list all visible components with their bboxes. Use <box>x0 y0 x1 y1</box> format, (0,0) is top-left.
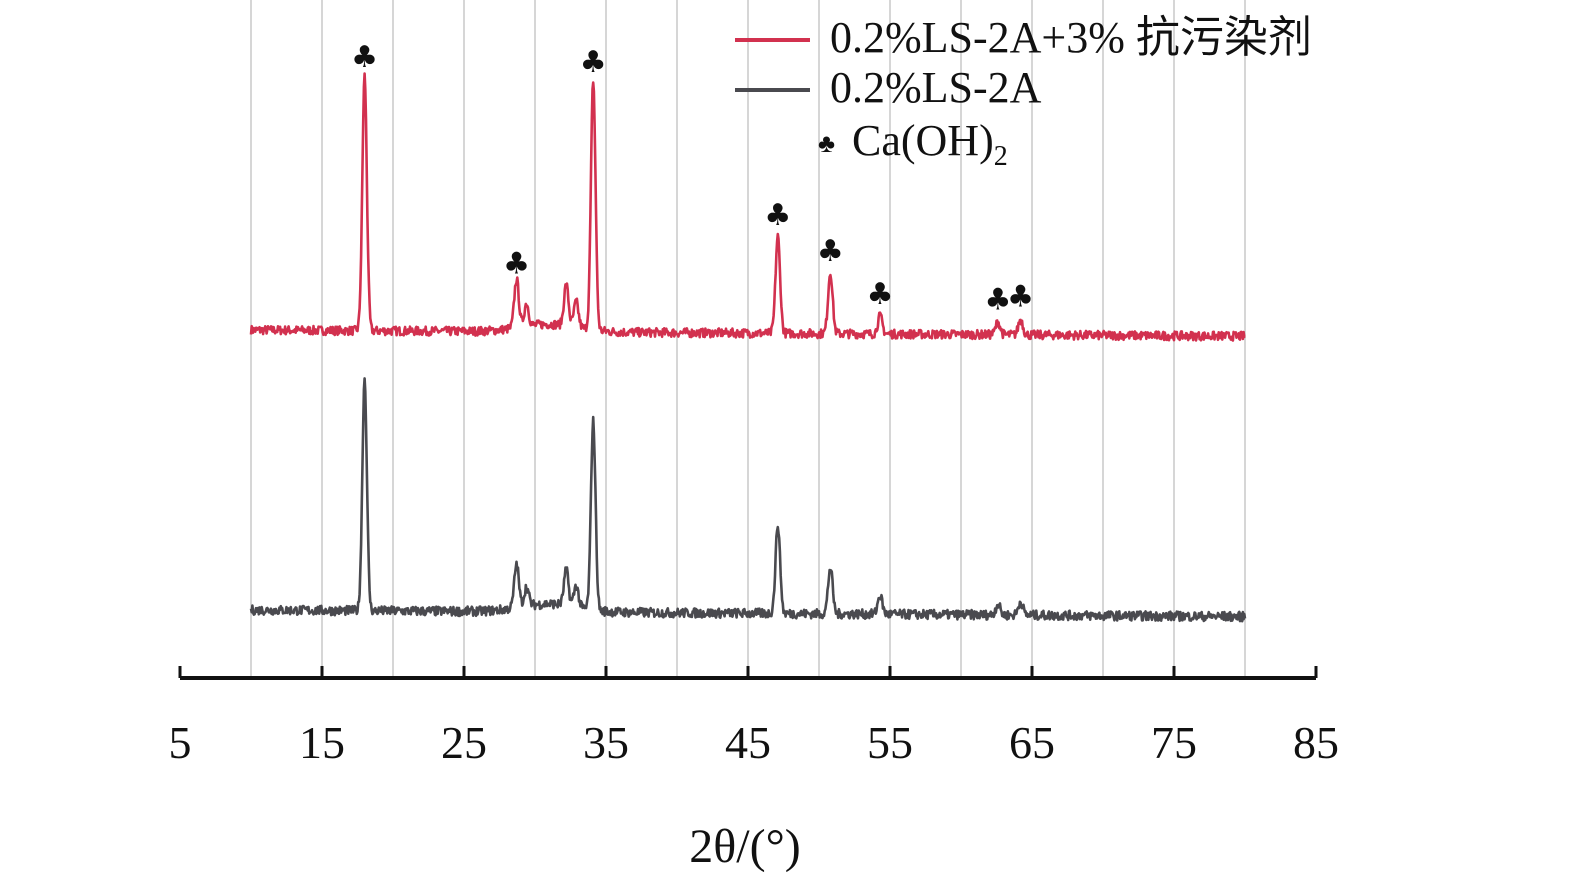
club-marker-icon: ♣ <box>580 45 607 80</box>
x-tick-label: 55 <box>867 717 913 768</box>
legend-label-phase: Ca(OH)2 <box>852 116 1008 172</box>
x-tick-label: 15 <box>299 717 345 768</box>
legend: 0.2%LS-2A+3% 抗污染剂 0.2%LS-2A ♣ Ca(OH)2 <box>735 13 1312 172</box>
x-tick-label: 35 <box>583 717 629 768</box>
legend-label-series-2: 0.2%LS-2A <box>830 63 1042 112</box>
x-tick-label: 85 <box>1293 717 1339 768</box>
x-tick-label: 75 <box>1151 717 1197 768</box>
series-line-1 <box>249 72 1246 342</box>
club-marker-icon: ♣ <box>503 247 530 282</box>
club-marker-icon: ♣ <box>764 198 791 233</box>
x-axis-title: 2θ/(°) <box>689 820 801 873</box>
x-tick-label: 45 <box>725 717 771 768</box>
series-layer <box>249 72 1247 623</box>
series-line-2 <box>249 377 1247 623</box>
legend-label-series-1: 0.2%LS-2A+3% 抗污染剂 <box>830 13 1312 62</box>
club-marker-icon: ♣ <box>984 282 1011 317</box>
club-symbol-icon: ♣ <box>818 129 835 158</box>
x-tick-label: 5 <box>169 717 192 768</box>
phase-label: Ca(OH) <box>852 116 994 165</box>
club-marker-icon: ♣ <box>351 40 378 75</box>
x-axis: 5 15 25 35 45 55 65 75 85 <box>169 666 1339 768</box>
phase-subscript: 2 <box>994 141 1008 172</box>
club-marker-icon: ♣ <box>817 234 844 269</box>
x-tick-label: 65 <box>1009 717 1055 768</box>
vertical-gridlines <box>250 0 1246 678</box>
club-marker-icon: ♣ <box>1007 280 1034 315</box>
club-marker-icon: ♣ <box>867 277 894 312</box>
x-tick-label: 25 <box>441 717 487 768</box>
phase-markers: ♣♣♣♣♣♣ ♣♣ <box>351 40 1034 317</box>
